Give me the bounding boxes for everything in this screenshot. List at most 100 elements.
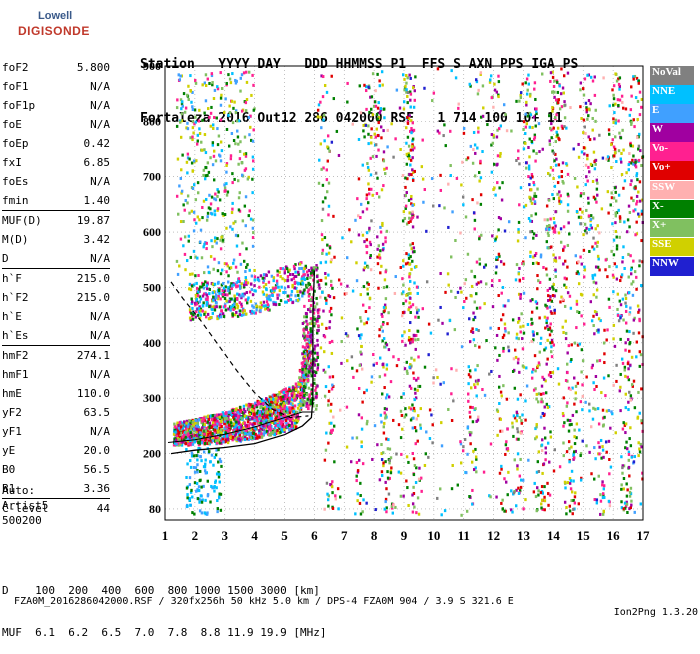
trace-point bbox=[521, 83, 523, 86]
trace-point bbox=[223, 287, 225, 290]
trace-point bbox=[306, 334, 308, 337]
trace-point bbox=[304, 355, 306, 358]
trace-point bbox=[601, 480, 603, 483]
trace-point bbox=[598, 475, 600, 478]
trace-point bbox=[197, 181, 199, 184]
trace-point bbox=[198, 501, 200, 504]
trace-point bbox=[234, 438, 236, 441]
trace-point bbox=[412, 340, 414, 343]
trace-point bbox=[616, 244, 618, 247]
trace-point bbox=[321, 291, 323, 294]
trace-point bbox=[203, 283, 205, 286]
trace-point bbox=[551, 193, 553, 196]
trace-point bbox=[416, 286, 418, 289]
trace-point bbox=[633, 380, 635, 383]
trace-point bbox=[174, 430, 176, 433]
trace-point bbox=[226, 194, 228, 197]
trace-point bbox=[324, 335, 326, 338]
trace-point bbox=[545, 267, 547, 270]
trace-point bbox=[213, 116, 215, 119]
param-name: hmF1 bbox=[2, 365, 29, 384]
trace-point bbox=[227, 289, 229, 292]
trace-point bbox=[231, 100, 233, 103]
trace-point bbox=[590, 163, 592, 166]
trace-point bbox=[595, 109, 597, 112]
trace-point bbox=[563, 245, 565, 248]
trace-point bbox=[585, 227, 587, 230]
trace-point bbox=[474, 219, 476, 222]
trace-point bbox=[251, 178, 253, 181]
trace-point bbox=[617, 209, 619, 212]
trace-point bbox=[220, 118, 222, 121]
trace-point bbox=[505, 443, 507, 446]
trace-point bbox=[503, 263, 505, 266]
trace-point bbox=[324, 297, 326, 300]
trace-point bbox=[246, 301, 248, 304]
trace-point bbox=[602, 157, 604, 160]
trace-point bbox=[612, 121, 614, 124]
trace-point bbox=[212, 123, 214, 126]
trace-point bbox=[628, 350, 630, 353]
trace-point bbox=[536, 307, 538, 310]
trace-point bbox=[241, 73, 243, 76]
trace-point bbox=[547, 234, 549, 237]
trace-point bbox=[253, 405, 255, 408]
trace-point bbox=[250, 300, 252, 303]
trace-point bbox=[626, 488, 628, 491]
trace-point bbox=[315, 297, 317, 300]
trace-point bbox=[467, 156, 469, 159]
trace-point bbox=[329, 246, 331, 249]
trace-point bbox=[488, 373, 490, 376]
trace-point bbox=[594, 498, 596, 501]
trace-point bbox=[600, 391, 602, 394]
trace-point bbox=[358, 177, 360, 180]
trace-point bbox=[478, 171, 480, 174]
trace-point bbox=[328, 182, 330, 185]
trace-point bbox=[411, 210, 413, 213]
trace-point bbox=[590, 76, 592, 79]
trace-point bbox=[235, 421, 237, 424]
trace-point bbox=[541, 485, 543, 488]
trace-point bbox=[213, 258, 215, 261]
trace-point bbox=[385, 510, 387, 513]
trace-point bbox=[619, 316, 621, 319]
trace-point bbox=[410, 357, 412, 360]
param-value: N/A bbox=[90, 365, 110, 384]
trace-point bbox=[376, 177, 378, 180]
trace-point bbox=[412, 242, 414, 245]
trace-point bbox=[303, 350, 305, 353]
trace-point bbox=[363, 84, 365, 87]
trace-point bbox=[191, 273, 193, 276]
trace-point bbox=[386, 470, 388, 473]
trace-point bbox=[420, 490, 422, 493]
trace-point bbox=[367, 318, 369, 321]
trace-point bbox=[384, 500, 386, 503]
trace-point bbox=[518, 221, 520, 224]
trace-point bbox=[480, 234, 482, 237]
trace-point bbox=[583, 323, 585, 326]
trace-point bbox=[315, 371, 317, 374]
param-value: 215.0 bbox=[77, 269, 110, 288]
trace-point bbox=[188, 443, 190, 446]
trace-point bbox=[566, 371, 568, 374]
auto-version: 500200 bbox=[2, 513, 48, 528]
trace-point bbox=[586, 118, 588, 121]
param-value: 20.0 bbox=[84, 441, 111, 460]
trace-point bbox=[550, 122, 552, 125]
trace-point bbox=[513, 414, 515, 417]
trace-point bbox=[331, 75, 333, 78]
trace-point bbox=[381, 315, 383, 318]
trace-point bbox=[519, 458, 521, 461]
trace-point bbox=[387, 438, 389, 441]
trace-point bbox=[373, 364, 375, 367]
trace-point bbox=[185, 448, 187, 451]
trace-point bbox=[583, 119, 585, 122]
trace-point bbox=[360, 441, 362, 444]
trace-point bbox=[377, 149, 379, 152]
trace-point bbox=[384, 236, 386, 239]
trace-point bbox=[190, 466, 192, 469]
trace-point bbox=[227, 438, 229, 441]
trace-point bbox=[384, 508, 386, 511]
trace-point bbox=[217, 460, 219, 463]
trace-point bbox=[402, 290, 404, 293]
